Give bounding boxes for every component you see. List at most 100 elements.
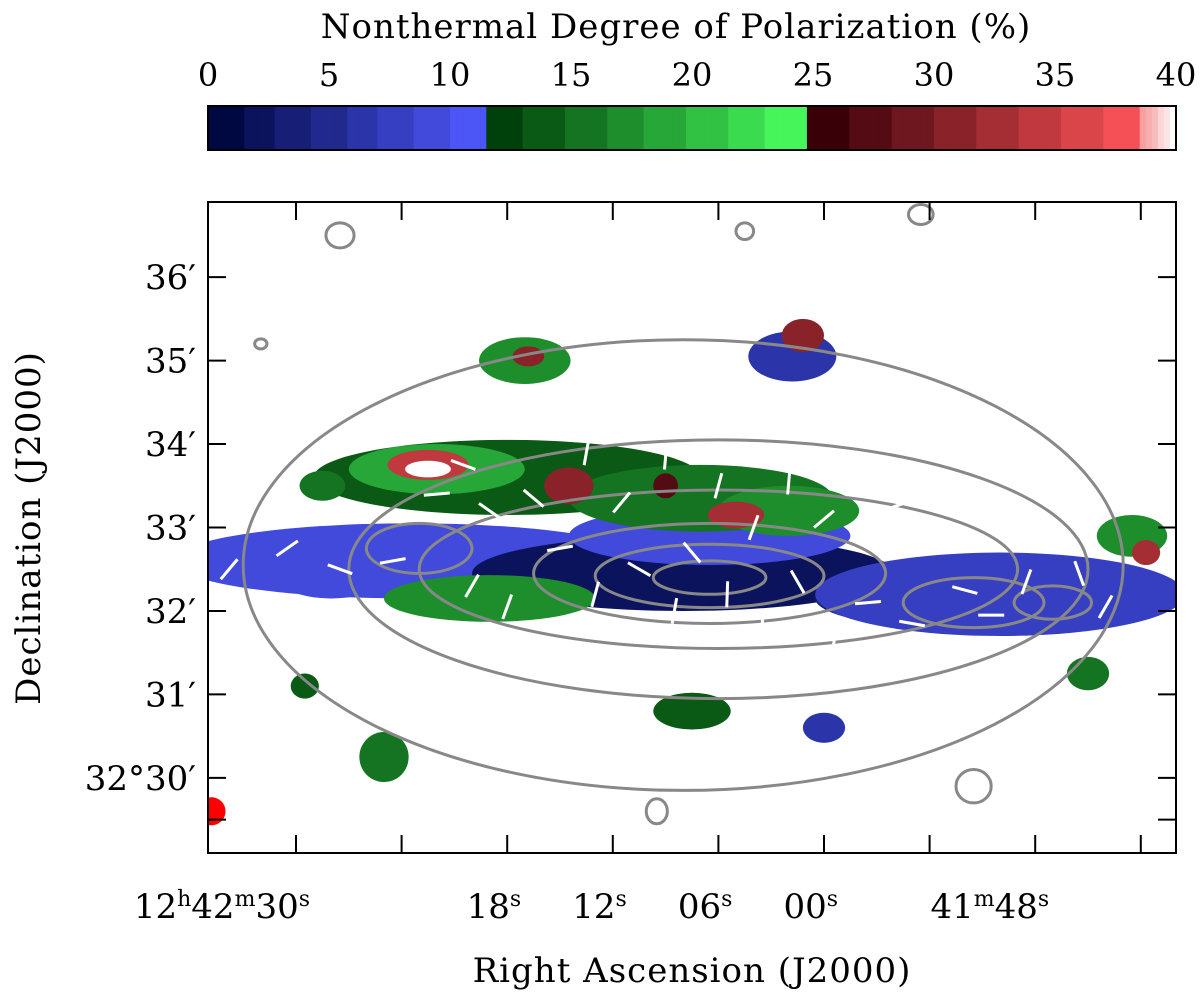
x-tick-label: 06s bbox=[678, 887, 733, 927]
colorbar-step bbox=[462, 106, 469, 150]
polarization-region bbox=[384, 575, 596, 622]
colorbar-step bbox=[722, 106, 729, 150]
colorbar-step bbox=[1055, 106, 1062, 150]
y-tick-label: 35′ bbox=[145, 342, 196, 382]
colorbar-step bbox=[970, 106, 977, 150]
colorbar-step bbox=[522, 106, 530, 150]
colorbar-step bbox=[921, 106, 929, 150]
colorbar-step bbox=[867, 106, 875, 150]
colorbar-step bbox=[1000, 106, 1008, 150]
colorbar-step bbox=[425, 106, 433, 150]
colorbar-step bbox=[419, 106, 427, 150]
field-vector bbox=[423, 491, 450, 497]
colorbar-label: Nonthermal Degree of Polarization (%) bbox=[321, 7, 1032, 47]
colorbar-step bbox=[583, 106, 590, 150]
colorbar-step bbox=[1115, 106, 1123, 150]
colorbar-step bbox=[1079, 106, 1086, 150]
field-vector bbox=[1097, 594, 1114, 619]
colorbar-step bbox=[1006, 106, 1014, 150]
colorbar-step bbox=[613, 106, 620, 150]
polarization-region bbox=[299, 470, 346, 501]
field-vector bbox=[670, 597, 679, 625]
colorbar-step bbox=[855, 106, 862, 150]
colorbar-step bbox=[353, 106, 360, 150]
y-tick-label: 34′ bbox=[145, 425, 196, 465]
colorbar-step bbox=[1097, 106, 1104, 150]
colorbar-tick-label: 0 bbox=[198, 56, 218, 94]
colorbar-step bbox=[280, 106, 288, 150]
y-tick-label: 33′ bbox=[145, 509, 196, 549]
colorbar-step bbox=[226, 106, 233, 150]
colorbar-tick-label: 20 bbox=[672, 56, 713, 94]
colorbar-step bbox=[909, 106, 917, 150]
colorbar-step bbox=[214, 106, 221, 150]
colorbar-step bbox=[1036, 106, 1044, 150]
beam-marker bbox=[208, 797, 226, 826]
colorbar-step bbox=[1085, 106, 1092, 150]
colorbar-step bbox=[746, 106, 754, 150]
colorbar-step bbox=[1012, 106, 1020, 150]
field-vector bbox=[662, 443, 669, 470]
colorbar-step bbox=[407, 106, 415, 150]
colorbar-step bbox=[740, 106, 748, 150]
contour-line bbox=[734, 221, 756, 242]
colorbar-step bbox=[220, 106, 227, 150]
colorbar-step bbox=[940, 106, 947, 150]
colorbar-step bbox=[698, 106, 705, 150]
colorbar-step bbox=[637, 106, 645, 150]
colorbar-step bbox=[534, 106, 542, 150]
colorbar-step bbox=[976, 106, 983, 150]
colorbar-step bbox=[274, 106, 282, 150]
colorbar-step bbox=[915, 106, 923, 150]
colorbar-step bbox=[1030, 106, 1038, 150]
colorbar-step bbox=[437, 106, 445, 150]
colorbar-step bbox=[347, 106, 354, 150]
colorbar-step bbox=[504, 106, 512, 150]
colorbar-step bbox=[528, 106, 536, 150]
colorbar-step bbox=[788, 106, 796, 150]
field-vector bbox=[747, 514, 760, 541]
field-vector bbox=[327, 563, 353, 576]
field-vector bbox=[682, 541, 702, 564]
colorbar-step bbox=[516, 106, 524, 150]
contour-line bbox=[593, 542, 826, 610]
field-vector bbox=[379, 557, 406, 565]
colorbar-step bbox=[1109, 106, 1117, 150]
colorbar-tick-label: 15 bbox=[551, 56, 592, 94]
colorbar-step bbox=[782, 106, 790, 150]
colorbar-step bbox=[964, 106, 971, 150]
colorbar-tick-label: 40 bbox=[1156, 56, 1197, 94]
colorbar-step bbox=[619, 106, 627, 150]
field-vector bbox=[501, 594, 514, 620]
colorbar-step bbox=[716, 106, 723, 150]
colorbar-step bbox=[776, 106, 784, 150]
contour-line bbox=[253, 337, 269, 351]
colorbar-step bbox=[238, 106, 245, 150]
field-vector bbox=[450, 459, 476, 471]
colorbar-step bbox=[800, 106, 808, 150]
colorbar-step bbox=[685, 106, 693, 150]
colorbar-tick-label: 5 bbox=[319, 56, 339, 94]
colorbar-tick-label: 35 bbox=[1035, 56, 1076, 94]
field-vector bbox=[926, 486, 951, 502]
colorbar-step bbox=[546, 106, 554, 150]
field-vector bbox=[612, 491, 632, 514]
field-vector bbox=[725, 581, 730, 608]
colorbar-step bbox=[952, 106, 959, 150]
colorbar-step bbox=[1103, 106, 1111, 150]
colorbar-step bbox=[1157, 106, 1165, 150]
colorbar-step bbox=[764, 106, 772, 150]
colorbar-step bbox=[377, 106, 385, 150]
polarization-region bbox=[781, 318, 824, 353]
colorbar-step bbox=[450, 106, 457, 150]
field-vector bbox=[898, 619, 926, 628]
colorbar-frame bbox=[207, 105, 1177, 151]
polarization-region bbox=[815, 552, 1176, 636]
field-vector bbox=[1073, 560, 1086, 587]
colorbar-step bbox=[958, 106, 965, 150]
colorbar-step bbox=[679, 106, 687, 150]
field-vector bbox=[847, 465, 872, 482]
colorbar-step bbox=[758, 106, 766, 150]
polarization-region bbox=[269, 540, 393, 599]
colorbar-step bbox=[558, 106, 566, 150]
